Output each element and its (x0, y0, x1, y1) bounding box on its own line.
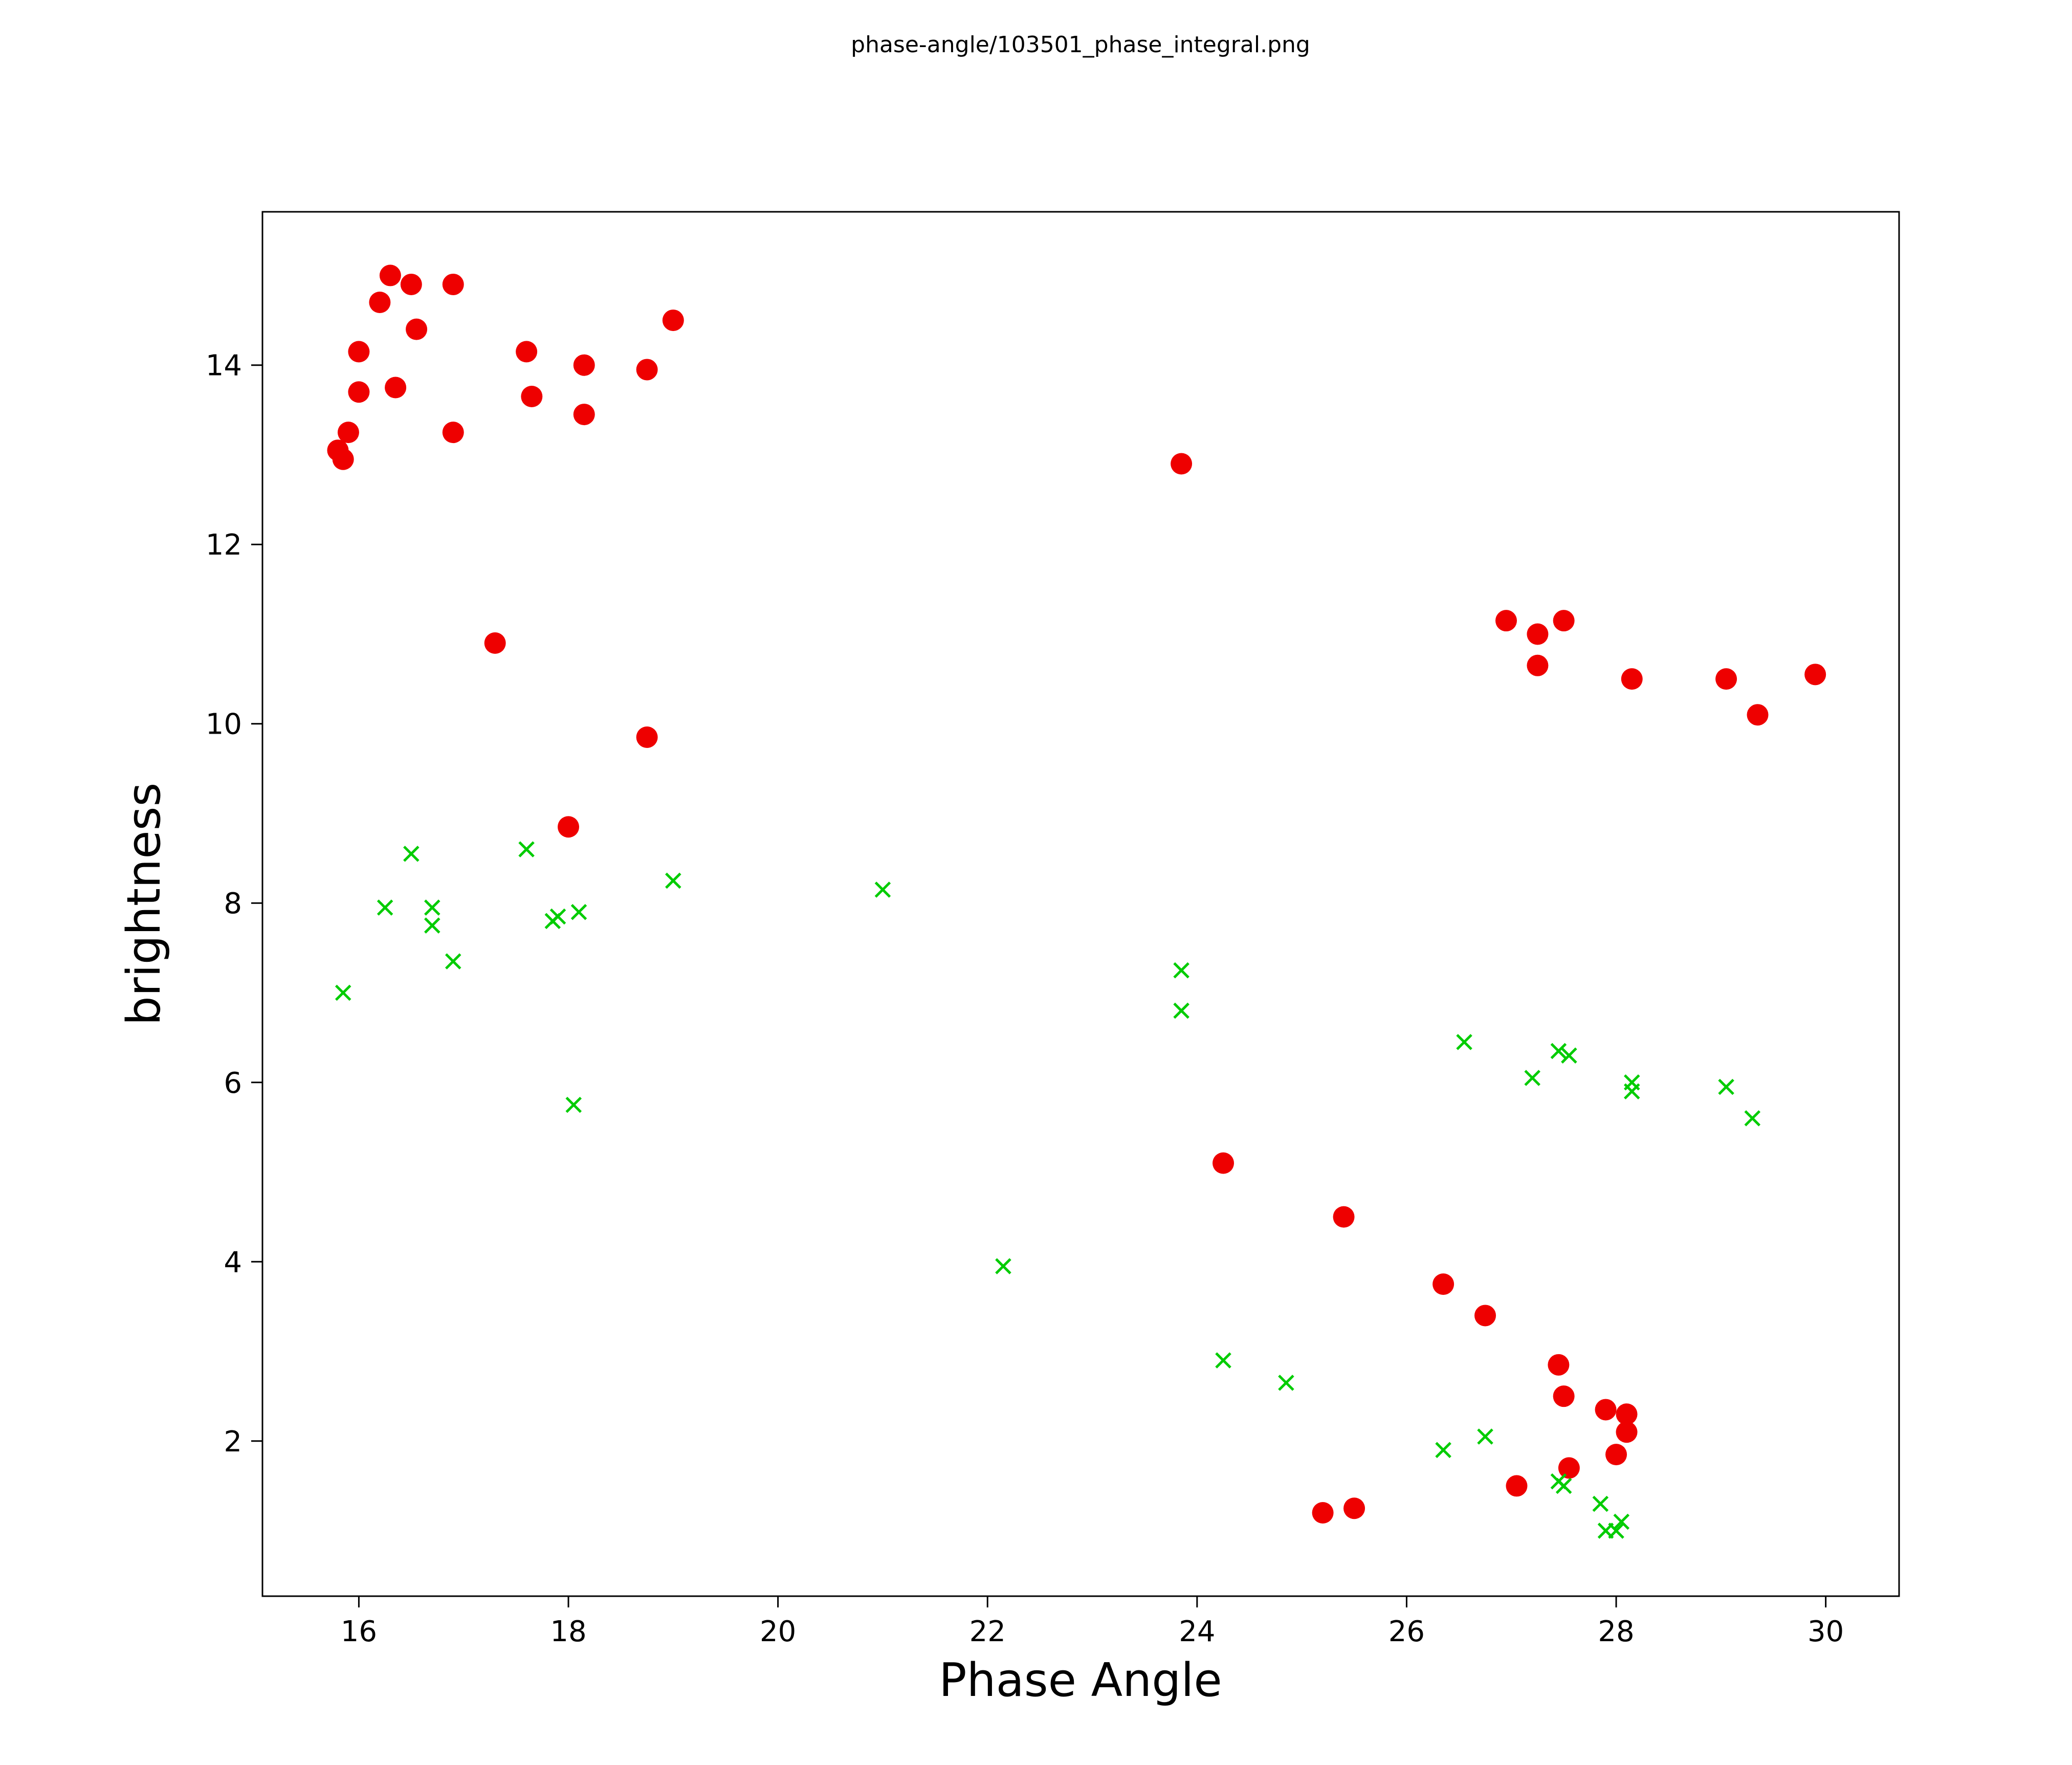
red-circles-point (636, 359, 658, 381)
green-crosses-point (1623, 1083, 1640, 1100)
green-crosses-point (995, 1258, 1011, 1274)
green-crosses-point (549, 908, 566, 925)
y-tick-label: 10 (206, 708, 242, 741)
plot-points (327, 264, 1826, 1539)
red-circles-point (1495, 610, 1517, 632)
red-circles-point (573, 404, 595, 426)
green-crosses-point (403, 846, 420, 862)
green-crosses-point (874, 881, 891, 898)
x-tick-label: 26 (1388, 1615, 1425, 1648)
green-crosses-point (1608, 1523, 1624, 1539)
red-circles-point (348, 341, 370, 363)
x-axis-label: Phase Angle (939, 1653, 1222, 1707)
red-circles-point (1558, 1457, 1580, 1479)
red-circles-point (400, 273, 422, 295)
green-crosses-point (424, 917, 440, 934)
red-circles-point (1621, 668, 1643, 690)
red-circles-point (1548, 1354, 1570, 1376)
y-tick-label: 6 (224, 1067, 242, 1100)
y-axis-ticks: 2 4 6 8 10 12 14 (206, 349, 262, 1459)
red-circles-point (1605, 1444, 1627, 1466)
green-crosses-point (377, 899, 393, 916)
red-circles-point (1506, 1475, 1528, 1497)
red-circles-point (1553, 610, 1575, 632)
y-tick-label: 8 (224, 887, 242, 920)
red-circles-point (1616, 1403, 1638, 1425)
red-circles-point (1527, 623, 1549, 645)
red-circles-point (1616, 1421, 1638, 1443)
red-circles-point (1171, 453, 1193, 475)
red-circles-point (1474, 1305, 1496, 1327)
green-crosses-point (335, 984, 351, 1001)
x-tick-label: 22 (969, 1615, 1006, 1648)
green-crosses-point (1456, 1034, 1472, 1050)
red-circles-point (348, 381, 370, 403)
red-circles-point (1432, 1273, 1454, 1295)
green-crosses-point (1215, 1352, 1231, 1369)
red-circles-point (1333, 1206, 1355, 1228)
red-circles-point (573, 354, 595, 376)
red-circles-point (337, 422, 359, 444)
red-circles-point (521, 386, 543, 408)
red-circles-point (636, 726, 658, 748)
red-circles-point (558, 816, 580, 838)
green-crosses-point (1173, 962, 1189, 979)
green-crosses-point (1173, 1002, 1189, 1019)
green-crosses-point (1613, 1513, 1630, 1530)
red-circles-point (1213, 1152, 1235, 1174)
red-circles-point (1747, 704, 1769, 726)
green-crosses-point (565, 1096, 582, 1113)
green-crosses-point (1435, 1442, 1451, 1459)
x-tick-label: 30 (1808, 1615, 1844, 1648)
green-crosses-point (424, 899, 440, 916)
red-circles-point (1553, 1385, 1575, 1407)
red-circles-point (406, 318, 428, 340)
green-crosses-point (1477, 1428, 1493, 1445)
red-circles-point (1595, 1399, 1617, 1421)
red-circles-point (379, 264, 401, 286)
red-circles-point (442, 422, 464, 444)
green-crosses-point (1524, 1070, 1540, 1086)
x-tick-label: 16 (341, 1615, 377, 1648)
green-crosses-point (1592, 1495, 1609, 1512)
red-circles-point (516, 341, 538, 363)
red-circles-point (332, 448, 354, 470)
red-circles-point (1715, 668, 1737, 690)
green-crosses-point (1744, 1110, 1761, 1127)
red-circles-point (484, 632, 506, 654)
y-tick-label: 2 (224, 1425, 242, 1459)
x-axis-ticks: 16 18 20 22 24 26 28 30 (341, 1596, 1844, 1648)
y-axis-label: brightness (117, 783, 171, 1026)
red-circles-point (1804, 664, 1826, 686)
green-crosses-point (665, 872, 681, 889)
red-circles-point (662, 310, 684, 332)
y-tick-label: 12 (206, 528, 242, 562)
green-crosses-point (570, 904, 587, 920)
chart-title: phase-angle/103501_phase_integral.png (851, 32, 1310, 58)
green-crosses-point (1555, 1477, 1572, 1494)
red-circles-point (369, 292, 391, 314)
green-crosses-point (445, 953, 461, 969)
green-crosses-point (1718, 1078, 1734, 1095)
red-circles-point (1343, 1497, 1365, 1519)
axes-frame (261, 211, 1900, 1597)
green-crosses-point (1278, 1375, 1294, 1391)
red-circles-point (385, 377, 407, 399)
y-tick-label: 14 (206, 349, 242, 383)
green-crosses-point (518, 841, 535, 857)
x-tick-label: 20 (760, 1615, 796, 1648)
x-tick-label: 18 (550, 1615, 586, 1648)
red-circles-point (1527, 654, 1549, 676)
x-tick-label: 24 (1179, 1615, 1215, 1648)
x-tick-label: 28 (1598, 1615, 1634, 1648)
red-circles-point (1312, 1502, 1334, 1524)
red-circles-point (442, 273, 464, 295)
y-tick-label: 4 (224, 1246, 242, 1279)
green-crosses-point (1550, 1043, 1567, 1060)
green-crosses-point (1561, 1047, 1577, 1064)
